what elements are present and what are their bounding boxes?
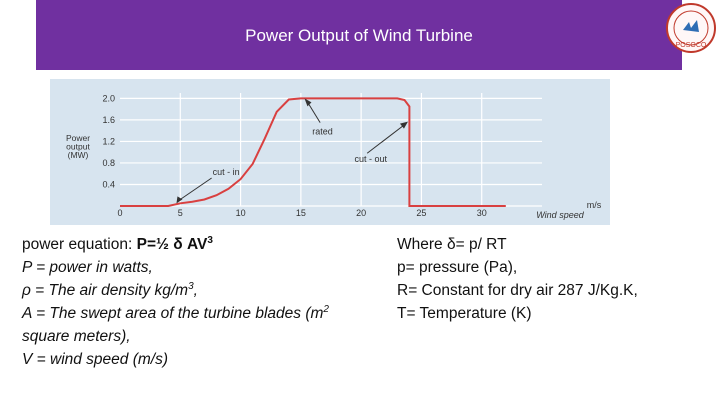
posoco-logo: POSOCO xyxy=(666,3,716,53)
equation-right-block: Where δ= p/ RT p= pressure (Pa), R= Cons… xyxy=(397,233,717,325)
x-tick-label: 0 xyxy=(117,208,122,218)
x-unit-label: m/s xyxy=(587,200,602,210)
y-tick-label: 2.0 xyxy=(102,93,115,103)
pressure-definition: p= pressure (Pa), xyxy=(397,259,518,276)
a-text: A = The swept area of the turbine blades… xyxy=(22,305,324,322)
y-tick-label: 1.6 xyxy=(102,115,115,125)
power-curve-line xyxy=(120,97,506,207)
cut-in-arrowhead xyxy=(176,196,183,204)
equation-left-block: power equation: P=½ δ AV3 P = power in w… xyxy=(22,233,397,371)
rated-arrowhead xyxy=(304,98,312,107)
cut-out-arrowhead xyxy=(399,121,408,129)
rho-text: ρ = The air density kg/m xyxy=(22,282,189,299)
slide-title: Power Output of Wind Turbine xyxy=(245,26,473,45)
x-tick-label: 30 xyxy=(477,208,487,218)
r-definition: R= Constant for dry air 287 J/Kg.K, xyxy=(397,282,638,299)
cut-out-arrow xyxy=(366,123,407,154)
p-definition: P = power in watts, xyxy=(22,259,153,276)
equation-exponent: 3 xyxy=(207,234,213,246)
cut-in-annotation: cut - in xyxy=(213,167,240,177)
svg-text:POSOCO: POSOCO xyxy=(676,42,707,49)
y-tick-label: 1.2 xyxy=(102,136,115,146)
rho-definition: ρ = The air density kg/m3, xyxy=(22,279,397,302)
y-axis-label: output xyxy=(66,142,90,152)
t-definition: T= Temperature (K) xyxy=(397,305,532,322)
cut-out-annotation: cut - out xyxy=(355,154,388,164)
a-definition: A = The swept area of the turbine blades… xyxy=(22,302,397,325)
rho-end: , xyxy=(193,282,198,299)
title-bar: Power Output of Wind Turbine xyxy=(36,0,682,70)
x-tick-label: 15 xyxy=(296,208,306,218)
a-exponent: 2 xyxy=(323,303,329,315)
x-axis-label: Wind speed xyxy=(536,210,584,220)
equation-formula: P=½ δ AV xyxy=(136,236,208,253)
chart-svg: 0.4 0.8 1.2 1.6 2.0 0 5 10 15 20 25 30 Poweroutput(M… xyxy=(66,93,602,220)
y-tick-label: 0.4 xyxy=(102,179,115,189)
rho-exponent: 3 xyxy=(188,280,194,292)
y-axis-label: Power xyxy=(66,133,90,143)
x-tick-label: 10 xyxy=(236,208,246,218)
power-curve-chart: 0.4 0.8 1.2 1.6 2.0 0 5 10 15 20 25 30 Power output (M… xyxy=(50,79,610,225)
v-definition: V = wind speed (m/s) xyxy=(22,351,169,368)
x-tick-label: 20 xyxy=(356,208,366,218)
rated-annotation: rated xyxy=(312,126,333,136)
cut-in-arrow xyxy=(177,177,212,202)
a-definition-cont: square meters), xyxy=(22,328,131,345)
delta-definition: Where δ= p/ RT xyxy=(397,236,507,253)
x-tick-label: 25 xyxy=(416,208,426,218)
power-equation-line: power equation: P=½ δ AV3 xyxy=(22,233,397,256)
equation-prefix: power equation: xyxy=(22,236,137,253)
y-axis-label: (MW) xyxy=(68,150,89,160)
y-tick-label: 0.8 xyxy=(102,158,115,168)
x-tick-label: 5 xyxy=(178,208,183,218)
